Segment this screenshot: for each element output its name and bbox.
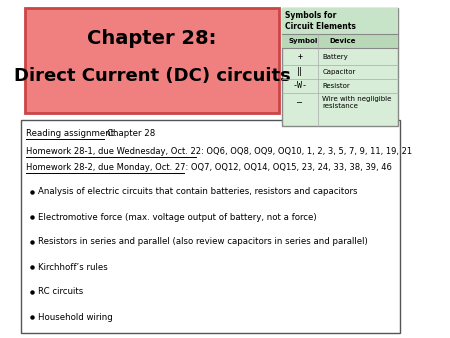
Text: -W-: -W- xyxy=(292,81,307,91)
Text: Reading assignment:: Reading assignment: xyxy=(26,129,117,139)
FancyBboxPatch shape xyxy=(21,120,400,333)
Text: Homework 28-1, due Wednesday, Oct. 22: OQ6, OQ8, OQ9, OQ10, 1, 2, 3, 5, 7, 9, 11: Homework 28-1, due Wednesday, Oct. 22: O… xyxy=(26,147,412,156)
Text: Homework 28-2, due Monday, Oct. 27: OQ7, OQ12, OQ14, OQ15, 23, 24, 33, 38, 39, 4: Homework 28-2, due Monday, Oct. 27: OQ7,… xyxy=(26,164,391,172)
Text: Analysis of electric circuits that contain batteries, resistors and capacitors: Analysis of electric circuits that conta… xyxy=(38,188,357,196)
Text: ‖: ‖ xyxy=(297,68,302,76)
Text: Direct Current (DC) circuits: Direct Current (DC) circuits xyxy=(14,67,290,85)
Text: Electromotive force (max. voltage output of battery, not a force): Electromotive force (max. voltage output… xyxy=(38,213,316,221)
Text: Wire with negligible
resistance: Wire with negligible resistance xyxy=(322,97,392,110)
Text: +: + xyxy=(297,52,302,61)
Text: Symbols for
Circuit Elements: Symbols for Circuit Elements xyxy=(285,11,356,31)
Text: Battery: Battery xyxy=(322,53,348,59)
FancyBboxPatch shape xyxy=(25,8,279,113)
FancyBboxPatch shape xyxy=(282,8,398,126)
Text: RC circuits: RC circuits xyxy=(38,288,83,296)
FancyBboxPatch shape xyxy=(282,34,398,48)
FancyBboxPatch shape xyxy=(282,8,398,34)
Text: Household wiring: Household wiring xyxy=(38,313,112,321)
Text: Device: Device xyxy=(329,38,356,44)
Text: Chapter 28: Chapter 28 xyxy=(107,129,155,139)
Text: Capacitor: Capacitor xyxy=(322,69,356,75)
Text: Resistors in series and parallel (also review capacitors in series and parallel): Resistors in series and parallel (also r… xyxy=(38,238,368,246)
Text: —: — xyxy=(297,98,302,107)
Text: Resistor: Resistor xyxy=(322,83,350,89)
Text: Chapter 28:: Chapter 28: xyxy=(87,28,217,48)
Text: Kirchhoff’s rules: Kirchhoff’s rules xyxy=(38,263,108,271)
Text: Symbol: Symbol xyxy=(288,38,318,44)
